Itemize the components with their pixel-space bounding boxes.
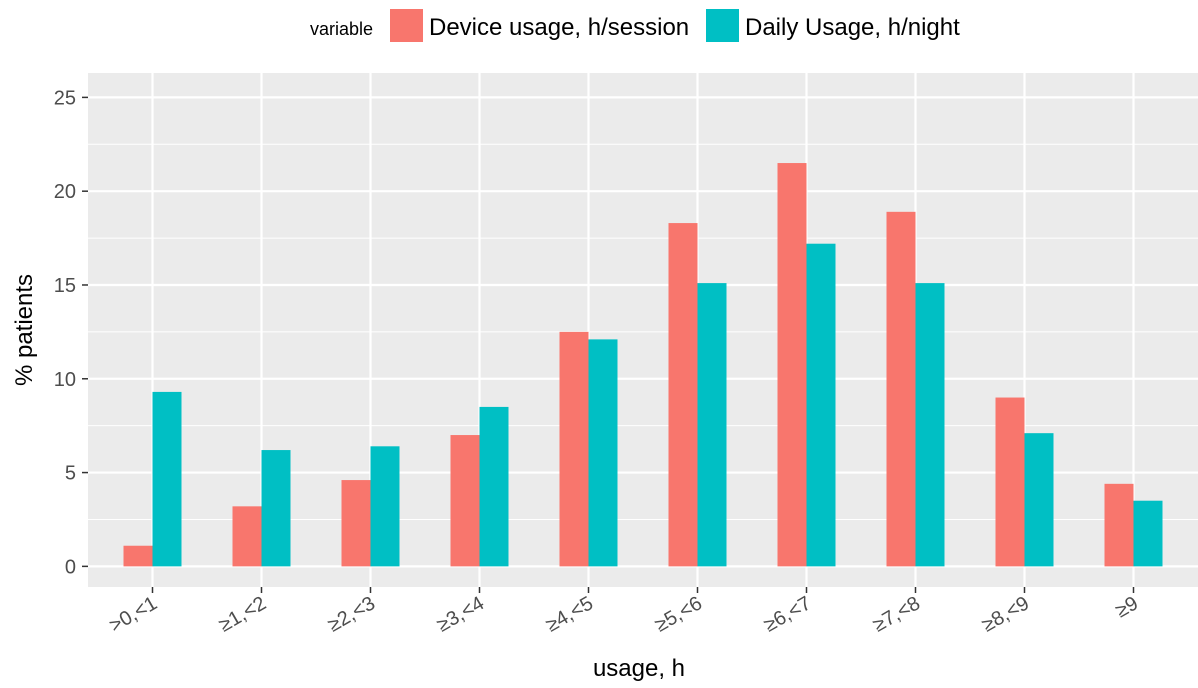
bar-device-usage — [559, 331, 589, 567]
y-tick-label: 5 — [65, 463, 76, 485]
x-tick-label: ≥9 — [1112, 592, 1142, 622]
x-tick-label: >0,<1 — [106, 592, 161, 637]
x-axis-title: usage, h — [593, 655, 685, 682]
bar-daily-usage — [370, 446, 400, 567]
bar-daily-usage — [915, 283, 945, 567]
x-tick-label: ≥6,<7 — [760, 592, 815, 636]
bar-daily-usage — [1024, 433, 1054, 567]
bar-daily-usage — [261, 450, 291, 567]
x-tick-label: ≥8,<9 — [978, 592, 1033, 636]
y-tick-label: 25 — [54, 87, 76, 109]
x-tick-label: ≥5,<6 — [651, 592, 706, 636]
bar-daily-usage — [1133, 500, 1163, 567]
y-tick-label: 0 — [65, 556, 76, 578]
x-tick-label: ≥2,<3 — [324, 592, 379, 636]
x-tick-label: ≥7,<8 — [869, 592, 924, 636]
bar-device-usage — [886, 211, 916, 567]
legend-label-daily-usage: Daily Usage, h/night — [745, 14, 960, 41]
bar-device-usage — [668, 223, 698, 567]
bar-device-usage — [777, 163, 807, 567]
bars — [123, 163, 1163, 567]
legend-label-device-usage: Device usage, h/session — [429, 14, 689, 41]
y-tick-label: 10 — [54, 369, 76, 391]
bar-daily-usage — [806, 243, 836, 567]
x-tick-label: ≥4,<5 — [542, 592, 597, 636]
bar-device-usage — [341, 480, 371, 567]
bar-device-usage — [450, 435, 480, 567]
bar-device-usage — [1104, 483, 1134, 567]
legend-key-device-usage — [390, 9, 423, 42]
y-tick-label: 20 — [54, 181, 76, 203]
y-tick-label: 15 — [54, 275, 76, 297]
bar-device-usage — [995, 397, 1025, 567]
legend-key-daily-usage — [706, 9, 739, 42]
y-axis: 0 5 10 15 20 25 — [54, 87, 88, 578]
x-tick-label: ≥3,<4 — [433, 592, 488, 636]
x-axis: >0,<1 ≥1,<2 ≥2,<3 ≥3,<4 ≥4,<5 ≥5,<6 ≥6,<7 ≥7,<8… — [106, 587, 1142, 637]
bar-daily-usage — [588, 339, 618, 567]
legend: variable Device usage, h/session Daily U… — [310, 9, 960, 42]
bar-daily-usage — [479, 406, 509, 567]
y-axis-title: % patients — [11, 274, 38, 386]
x-tick-label: ≥1,<2 — [215, 592, 270, 636]
bar-daily-usage — [697, 283, 727, 567]
bar-device-usage — [123, 545, 153, 567]
bar-daily-usage — [152, 391, 182, 567]
legend-title: variable — [310, 19, 373, 39]
bar-device-usage — [232, 506, 262, 567]
